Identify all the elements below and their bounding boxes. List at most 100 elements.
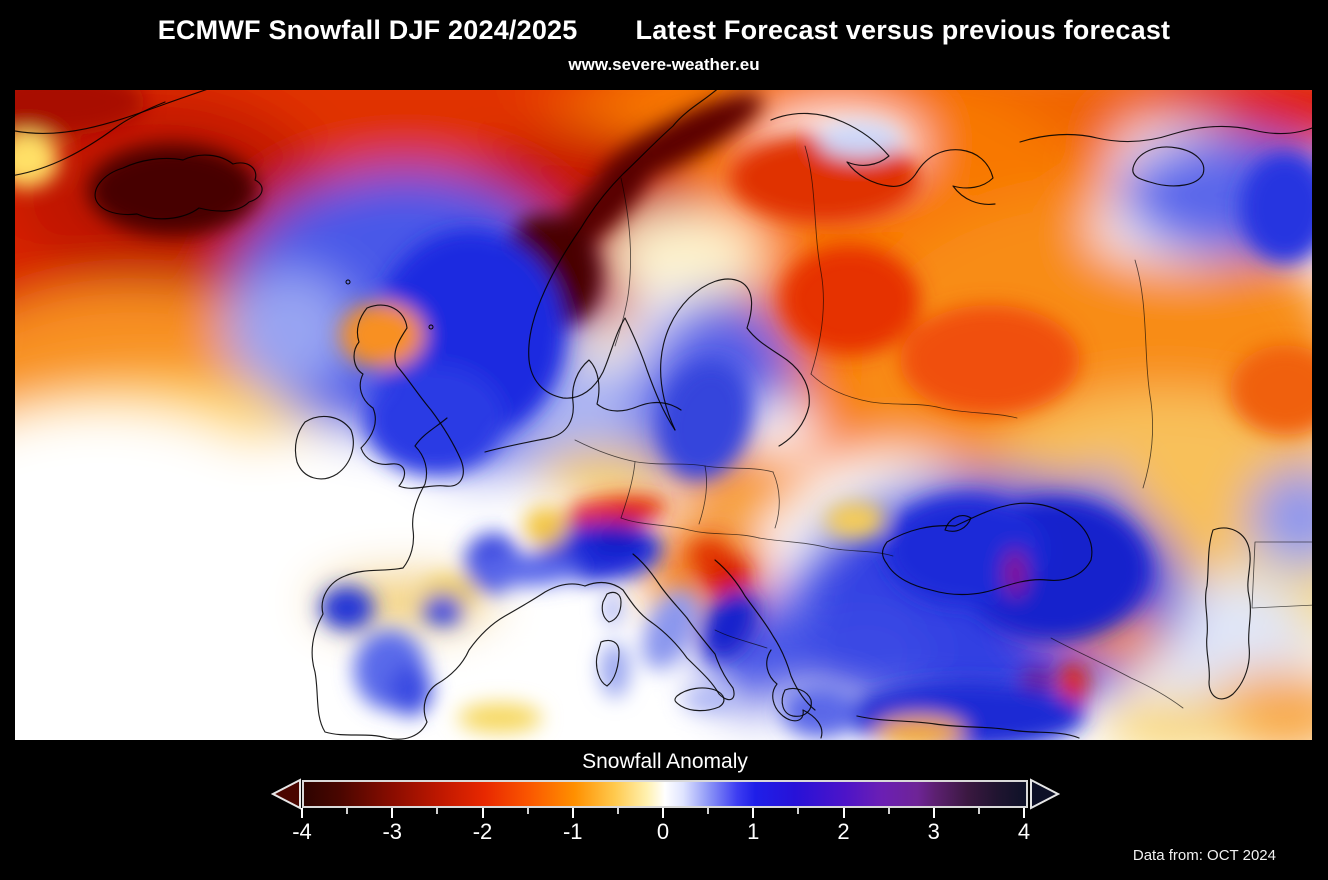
region-ukraine-yellow	[825, 502, 885, 538]
coastlines	[15, 90, 1312, 740]
region-iceland-maroon	[88, 144, 258, 236]
title-forecast-label: ECMWF Snowfall DJF 2024/2025	[157, 15, 578, 45]
region-karelia-red	[780, 245, 920, 355]
coastline-path	[484, 359, 682, 453]
colorbar-tick-1	[752, 808, 755, 818]
colorbar: -4 -3 -2 -1 0 1 2 3 4	[271, 777, 1061, 844]
colorbar-tick--1.5	[526, 808, 529, 814]
region-greenland-dark-red	[15, 90, 145, 136]
border-path	[574, 439, 774, 473]
region-corsica-blue	[603, 594, 623, 626]
region-adriatic-navy	[702, 589, 758, 661]
colorbar-tick--3	[391, 808, 394, 818]
colorbar-tick--2	[481, 808, 484, 818]
colorbar-left-arrow-icon	[271, 778, 301, 810]
region-switzerland-yellow	[524, 507, 566, 547]
region-spain-ne-blue	[423, 594, 463, 626]
colorbar-label-2: 2	[837, 819, 850, 844]
colorbar-label--2: -2	[472, 819, 493, 844]
region-bottom-right-yellow	[1100, 700, 1250, 740]
border-path	[1134, 259, 1153, 489]
colorbar-gradient	[302, 780, 1028, 808]
coastline-path	[94, 154, 263, 220]
colorbar-right-arrow-icon	[1030, 778, 1060, 810]
colorbar-label--4: -4	[292, 819, 312, 844]
region-baltic-blue-core	[658, 360, 752, 480]
coastline-path	[595, 639, 620, 687]
colorbar-tick-3.5	[977, 808, 980, 814]
colorbar-label-3: 3	[927, 819, 940, 844]
anomaly-field-soft-layer	[15, 90, 1312, 740]
border-path	[1050, 637, 1184, 709]
border-path	[758, 537, 894, 557]
coastline-path	[528, 90, 718, 431]
border-path	[620, 517, 760, 539]
coastline-path	[881, 502, 1093, 596]
colorbar-tick--0.5	[616, 808, 619, 814]
colorbar-tick-3	[932, 808, 935, 818]
region-aegean-blue	[782, 686, 858, 738]
border-path	[614, 177, 631, 347]
border-path	[714, 629, 768, 649]
border-path	[698, 465, 708, 525]
region-cyprus-orange	[875, 716, 965, 740]
region-white-sea-blue-tint	[818, 122, 902, 158]
colorbar-tick-2.5	[887, 808, 890, 814]
colorbar-ticks	[301, 808, 1025, 820]
coastline-path	[1019, 125, 1312, 143]
colorbar-tick-1.5	[797, 808, 800, 814]
region-alps-navy-core	[589, 526, 645, 550]
region-spain-south-blue	[388, 664, 432, 716]
region-northeast-blue-core	[1240, 153, 1312, 263]
coastline-path	[766, 649, 823, 739]
coastline-path	[916, 149, 996, 205]
region-russia-red-core	[900, 305, 1080, 415]
colorbar-title: Snowfall Anomaly	[582, 750, 748, 773]
region-apennine-blue	[642, 590, 698, 670]
coastline-path	[1205, 527, 1251, 700]
colorbar-tick-4	[1023, 808, 1025, 818]
colorbar-tick-2	[842, 808, 845, 818]
colorbar-tick-0.5	[707, 808, 710, 814]
coastline-path	[584, 553, 735, 701]
coastline-path	[294, 415, 354, 480]
border-path	[810, 373, 1018, 419]
colorbar-tick--2.5	[436, 808, 439, 814]
region-hebrides-blue	[225, 270, 355, 390]
colorbar-label-1: 1	[747, 819, 760, 844]
border-path	[1251, 541, 1312, 609]
faroe-islands	[345, 279, 351, 285]
region-croatia-red	[690, 539, 730, 571]
coastline-path	[601, 591, 622, 623]
coastline-path	[660, 278, 810, 447]
map-canvas	[15, 90, 1312, 740]
colorbar-label--1: -1	[562, 819, 583, 844]
coastline-path	[674, 687, 725, 712]
region-scotland-orange	[340, 302, 424, 368]
region-west-turkey-blue	[795, 600, 935, 710]
region-sardinia-blue	[600, 642, 630, 698]
shetland-islands	[428, 324, 434, 330]
border-path	[772, 471, 780, 529]
region-purple-spot-north	[1004, 549, 1026, 597]
page-title: ECMWF Snowfall DJF 2024/2025 Latest Fore…	[0, 15, 1328, 46]
region-right-edge-mid-blue	[1250, 468, 1312, 568]
colorbar-label-0: 0	[656, 819, 670, 844]
source-website: www.severe-weather.eu	[568, 55, 760, 74]
coastline-path	[781, 687, 812, 717]
colorbar-tick--1	[571, 808, 574, 818]
title-comparison-label: Latest Forecast versus previous forecast	[635, 15, 1171, 45]
region-purple-spot-south	[1021, 670, 1053, 690]
region-right-edge-red	[1230, 345, 1312, 435]
coastline-path	[311, 417, 586, 740]
region-carpathian-red-core	[610, 505, 650, 525]
data-source-note: Data from: OCT 2024	[1132, 847, 1276, 864]
region-sicily-blue	[683, 689, 737, 711]
colorbar-tick-labels: -4 -3 -2 -1 0 1 2 3 4	[292, 819, 1030, 844]
coastline-path	[15, 101, 166, 176]
colorbar-tick--3.5	[346, 808, 349, 814]
region-north-sea-deep-blue-south	[365, 365, 505, 475]
coastline-path	[15, 90, 207, 134]
border-path	[804, 145, 824, 375]
region-left-edge-yellow-spot	[15, 132, 59, 188]
